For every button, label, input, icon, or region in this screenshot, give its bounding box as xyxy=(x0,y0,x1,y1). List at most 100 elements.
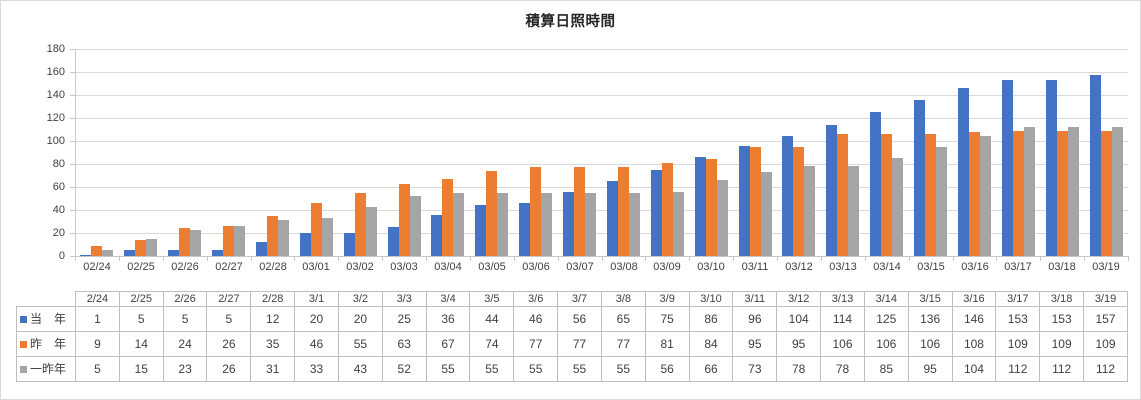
bar[interactable] xyxy=(607,181,618,256)
gridline xyxy=(75,164,1128,165)
bar[interactable] xyxy=(322,218,333,256)
series-name-label: 一昨年 xyxy=(30,362,67,376)
bar[interactable] xyxy=(695,157,706,256)
bar[interactable] xyxy=(892,158,903,256)
table-header-cell: 2/27 xyxy=(206,291,252,307)
table-cell: 63 xyxy=(381,331,427,357)
gridline xyxy=(75,187,1128,188)
bar[interactable] xyxy=(958,88,969,256)
bar[interactable] xyxy=(300,233,311,256)
table-cell: 24 xyxy=(162,331,208,357)
bar[interactable] xyxy=(761,172,772,256)
bar[interactable] xyxy=(442,179,453,256)
bar[interactable] xyxy=(168,250,179,256)
bar[interactable] xyxy=(739,146,750,256)
bar[interactable] xyxy=(706,159,717,256)
bar[interactable] xyxy=(651,170,662,256)
bar[interactable] xyxy=(837,134,848,256)
bar[interactable] xyxy=(750,147,761,256)
bar[interactable] xyxy=(782,136,793,256)
bar[interactable] xyxy=(793,147,804,256)
bar[interactable] xyxy=(1013,131,1024,256)
gridline xyxy=(75,233,1128,234)
bar[interactable] xyxy=(673,192,684,256)
bar[interactable] xyxy=(146,239,157,256)
bar[interactable] xyxy=(1046,80,1057,256)
table-cell: 25 xyxy=(381,306,427,332)
bar[interactable] xyxy=(1112,127,1123,256)
bar[interactable] xyxy=(311,203,322,256)
bar[interactable] xyxy=(212,250,223,256)
bar[interactable] xyxy=(410,196,421,256)
bar[interactable] xyxy=(629,193,640,256)
bar[interactable] xyxy=(563,192,574,256)
bar[interactable] xyxy=(190,230,201,256)
bar[interactable] xyxy=(936,147,947,256)
bar[interactable] xyxy=(80,255,91,256)
bar[interactable] xyxy=(848,166,859,256)
bar[interactable] xyxy=(1024,127,1035,256)
bar[interactable] xyxy=(618,167,629,256)
x-axis-tick xyxy=(777,256,778,261)
table-cell: 106 xyxy=(820,331,865,357)
table-cell: 106 xyxy=(907,331,953,357)
bar[interactable] xyxy=(717,180,728,256)
bar[interactable] xyxy=(124,250,135,256)
table-cell: 46 xyxy=(513,306,559,332)
bar[interactable] xyxy=(804,166,815,256)
bar[interactable] xyxy=(135,240,146,256)
x-axis-tick xyxy=(382,256,383,261)
bar[interactable] xyxy=(826,125,837,256)
bar[interactable] xyxy=(1068,127,1079,256)
bar[interactable] xyxy=(1057,131,1068,256)
table-cell: 52 xyxy=(381,356,427,382)
x-axis-tick xyxy=(119,256,120,261)
bar[interactable] xyxy=(278,220,289,256)
bar[interactable] xyxy=(431,215,442,256)
bar[interactable] xyxy=(1090,75,1101,256)
bar[interactable] xyxy=(980,136,991,256)
bar[interactable] xyxy=(662,163,673,256)
bar[interactable] xyxy=(388,227,399,256)
bar[interactable] xyxy=(179,228,190,256)
bar[interactable] xyxy=(519,203,530,256)
x-axis-category-label: 03/04 xyxy=(434,261,462,273)
bar[interactable] xyxy=(541,193,552,256)
y-axis-tick-label: 180 xyxy=(46,43,65,55)
bar[interactable] xyxy=(223,226,234,256)
bar[interactable] xyxy=(453,193,464,256)
bar[interactable] xyxy=(497,193,508,256)
bar[interactable] xyxy=(91,246,102,256)
bar[interactable] xyxy=(870,112,881,256)
bar[interactable] xyxy=(234,226,245,256)
table-cell: 104 xyxy=(776,306,822,332)
bar[interactable] xyxy=(1002,80,1013,256)
table-cell: 157 xyxy=(1083,306,1128,332)
x-axis-tick xyxy=(821,256,822,261)
x-axis-category-label: 03/06 xyxy=(522,261,550,273)
table-cell: 109 xyxy=(1039,331,1085,357)
table-cell: 112 xyxy=(1083,356,1128,382)
bar[interactable] xyxy=(530,167,541,256)
bar[interactable] xyxy=(256,242,267,256)
bar[interactable] xyxy=(486,171,497,256)
bar[interactable] xyxy=(925,134,936,256)
bar[interactable] xyxy=(475,205,486,256)
y-axis-tick xyxy=(70,95,75,96)
bar[interactable] xyxy=(344,233,355,256)
bar[interactable] xyxy=(881,134,892,256)
bar[interactable] xyxy=(585,193,596,256)
bar[interactable] xyxy=(399,184,410,256)
bar[interactable] xyxy=(574,167,585,256)
bar[interactable] xyxy=(267,216,278,256)
bar[interactable] xyxy=(355,193,366,256)
x-axis-tick xyxy=(426,256,427,261)
table-cell: 5 xyxy=(118,306,164,332)
bar[interactable] xyxy=(102,250,113,256)
bar[interactable] xyxy=(969,132,980,256)
bar[interactable] xyxy=(366,207,377,256)
legend-key-icon xyxy=(20,365,27,373)
table-cell: 81 xyxy=(644,331,690,357)
bar[interactable] xyxy=(914,100,925,256)
bar[interactable] xyxy=(1101,131,1112,256)
